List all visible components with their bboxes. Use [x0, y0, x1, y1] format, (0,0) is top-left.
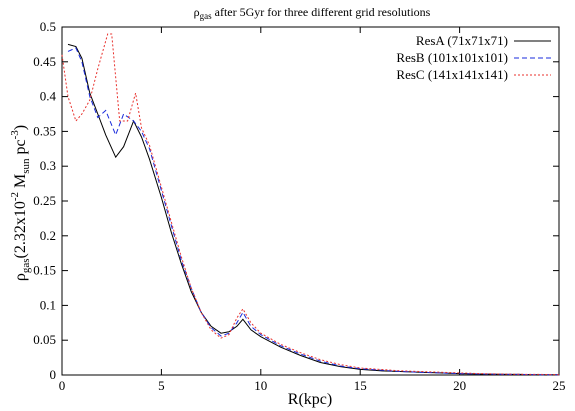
ylabel-sub2: sun [20, 158, 32, 174]
y-tick-label: 0.2 [40, 228, 56, 243]
legend: ResA (71x71x71) ResB (101x101x101) ResC (1… [396, 33, 551, 82]
ylabel-c: pc [12, 139, 29, 158]
y-tick-label: 0.1 [40, 297, 56, 312]
ylabel-sub: gas [20, 258, 32, 273]
ylabel-exp1: -2 [9, 192, 21, 201]
ylabel-exp2: -3 [9, 130, 21, 140]
y-tick-label: 0.35 [33, 123, 56, 138]
series-line-1 [67, 43, 560, 376]
y-tick-label: 0.45 [33, 54, 56, 69]
x-tick-label: 15 [354, 378, 367, 393]
x-tick-label: 20 [453, 378, 466, 393]
x-tick-label: 10 [254, 378, 267, 393]
series-line-2 [67, 47, 560, 376]
y-tick-label: 0 [50, 367, 57, 382]
title-rest: after 5Gyr for three different grid reso… [212, 5, 431, 19]
y-tick-label: 0.5 [40, 19, 56, 34]
ylabel-rho: ρ [12, 273, 29, 281]
ylabel-a: (2.32x10 [12, 201, 29, 258]
ylabel-d: ) [12, 125, 29, 130]
legend-label: ResB (101x101x101) [396, 50, 508, 65]
y-tick-label: 0.3 [40, 158, 56, 173]
title-subscript: gas [200, 11, 212, 21]
legend-label: ResA (71x71x71) [416, 33, 508, 48]
ylabel-b: M [12, 174, 29, 192]
legend-label: ResC (141x141x141) [396, 67, 508, 82]
chart-title: ρgas after 5Gyr for three different grid… [194, 5, 431, 21]
y-tick-label: 0.15 [33, 263, 56, 278]
y-tick-label: 0.05 [33, 332, 56, 347]
x-tick-label: 0 [59, 378, 66, 393]
x-axis-title: R(kpc) [288, 391, 332, 408]
x-tick-label: 25 [553, 378, 566, 393]
series-line-3 [61, 33, 560, 376]
x-tick-label: 5 [158, 378, 165, 393]
y-tick-label: 0.25 [33, 193, 56, 208]
y-axis-title: ρgas(2.32x10-2 Msun pc-3) [9, 125, 32, 281]
title-rho: ρ [194, 5, 200, 19]
y-tick-label: 0.4 [40, 89, 57, 104]
series-layer [61, 33, 560, 376]
